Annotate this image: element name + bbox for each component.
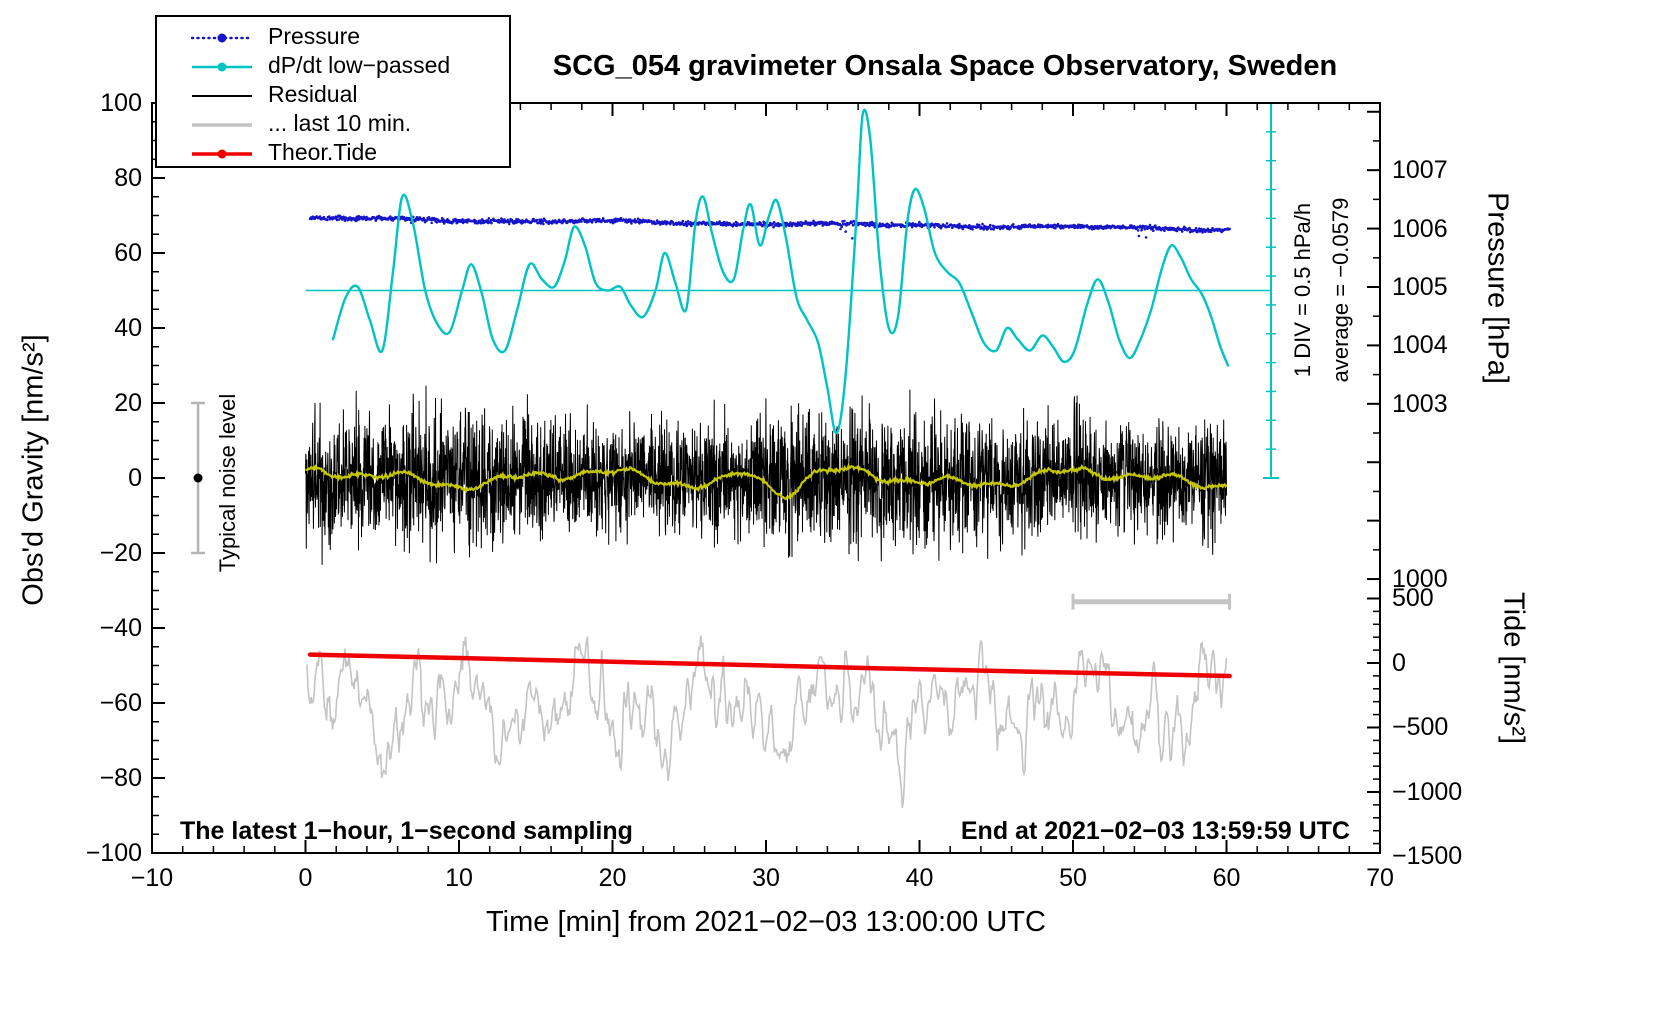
- legend-item-last10min: ... last 10 min.: [157, 109, 509, 138]
- tide-tick-label: −1000: [1392, 777, 1463, 806]
- residual-lowpass-series: [305, 462, 1228, 501]
- legend-label-last10min: ... last 10 min.: [268, 110, 412, 136]
- legend-item-dpdt: dP/dt low−passed: [157, 51, 509, 80]
- legend-marker-theortide: [191, 147, 253, 159]
- gravity-tick-label: −60: [99, 689, 142, 717]
- legend-marker-residual: [191, 89, 253, 101]
- gravity-tick-label: 80: [114, 164, 142, 192]
- noise-level-annotation: Typical noise level: [215, 393, 240, 573]
- legend-item-residual: Residual: [157, 80, 509, 109]
- x-tick-label: 70: [1366, 864, 1394, 892]
- pressure-tick-label: 1004: [1392, 331, 1448, 360]
- legend-marker-dpdt: [191, 60, 253, 72]
- x-tick-label: 60: [1212, 864, 1241, 892]
- chart-title: SCG_054 gravimeter Onsala Space Observat…: [552, 50, 1338, 82]
- y-axis-title-gravity: Obs'd Gravity [nm/s²]: [17, 334, 50, 606]
- tide-tick-label: −1500: [1392, 842, 1463, 871]
- legend-label-dpdt: dP/dt low−passed: [268, 52, 451, 78]
- x-tick-label: 50: [1059, 864, 1087, 892]
- legend-marker-last10min: [191, 118, 253, 130]
- tide-tick-label: 500: [1392, 584, 1434, 613]
- series-layer: [191, 103, 1280, 809]
- pressure-tick-label: 1003: [1392, 389, 1448, 418]
- sampling-annotation: The latest 1−hour, 1−second sampling: [180, 817, 633, 845]
- legend-marker-pressure: [190, 31, 254, 43]
- scalebar-div-annotation: 1 DIV = 0.5 hPa/h: [1290, 202, 1315, 378]
- pressure-tick-label: 1000: [1392, 565, 1448, 594]
- x-tick-label: 10: [445, 864, 473, 892]
- pressure-tick-label: 1006: [1392, 214, 1448, 243]
- noise-level-dot: [193, 473, 203, 483]
- gravity-tick-label: 0: [128, 464, 142, 492]
- dpdt-lowpassed-series: [331, 108, 1230, 435]
- legend: Pressure dP/dt low−passed Residual ... l…: [155, 15, 511, 168]
- end-time-annotation: End at 2021−02−03 13:59:59 UTC: [960, 817, 1350, 845]
- legend-label-theortide: Theor.Tide: [268, 139, 378, 165]
- legend-item-theortide: Theor.Tide: [157, 138, 509, 167]
- tide-tick-label: 0: [1392, 648, 1406, 677]
- gravity-tick-label: −20: [99, 539, 142, 567]
- legend-label-residual: Residual: [268, 81, 358, 107]
- legend-label-pressure: Pressure: [268, 23, 361, 49]
- gravity-tick-label: 60: [114, 239, 142, 267]
- gravity-tick-label: −40: [99, 614, 142, 642]
- x-axis-title: Time [min] from 2021−02−03 13:00:00 UTC: [486, 906, 1046, 938]
- scalebar-average-annotation: average = −0.0579: [1328, 197, 1353, 383]
- tide-tick-label: −500: [1392, 713, 1449, 742]
- x-tick-label: −10: [130, 864, 174, 892]
- y-axis-title-tide: Tide [nm/s²]: [1497, 591, 1530, 745]
- residual-series: [305, 385, 1227, 565]
- theoretical-tide-series: [307, 652, 1232, 679]
- gravity-tick-label: −80: [99, 764, 142, 792]
- y-axis-title-pressure: Pressure [hPa]: [1481, 192, 1514, 384]
- pressure-tick-label: 1007: [1392, 156, 1448, 185]
- x-tick-label: 30: [752, 864, 780, 892]
- x-tick-label: 40: [905, 864, 934, 892]
- pressure-series: [308, 214, 1231, 240]
- x-tick-label: 0: [298, 864, 313, 892]
- gravity-tick-label: 20: [114, 389, 142, 417]
- legend-item-pressure: Pressure: [157, 22, 509, 51]
- pressure-tick-label: 1005: [1392, 272, 1448, 301]
- gravity-tick-label: 40: [114, 314, 142, 342]
- gravity-tick-label: −100: [85, 839, 142, 867]
- last10min-series: [306, 635, 1228, 809]
- x-tick-label: 20: [598, 864, 627, 892]
- gravity-tick-label: 100: [100, 89, 142, 117]
